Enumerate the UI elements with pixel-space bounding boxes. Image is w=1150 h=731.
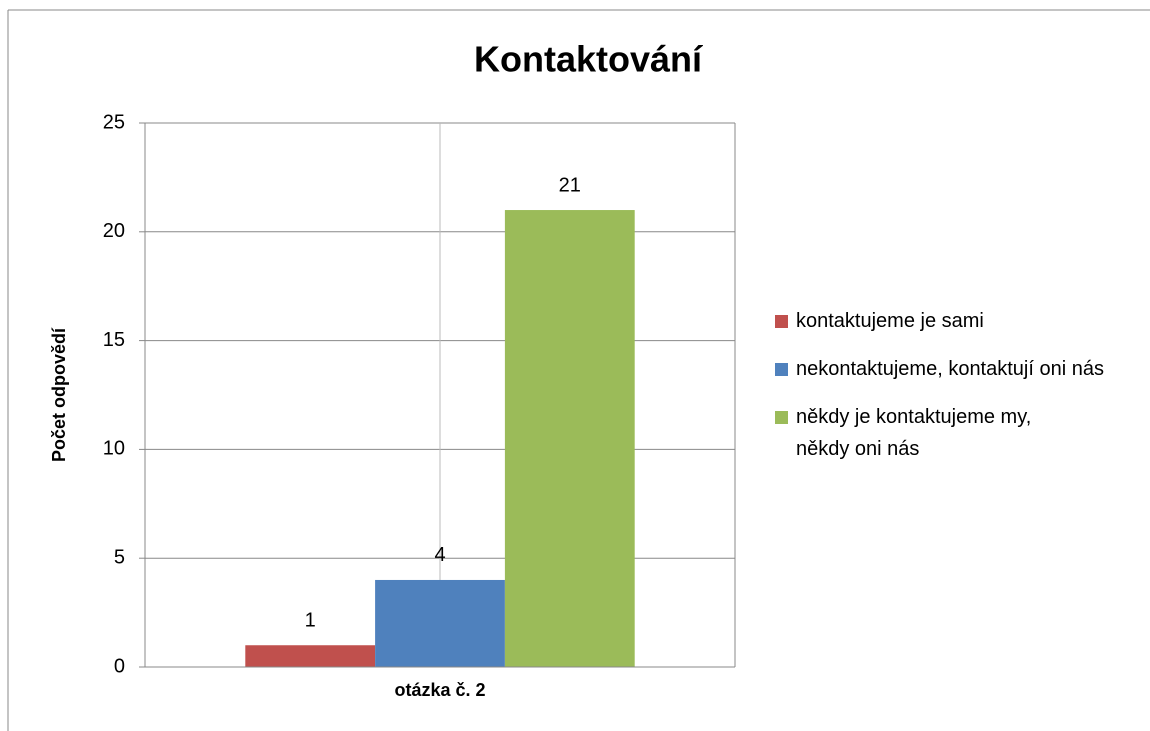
bar [375,579,505,667]
bar [504,210,635,668]
x-tick-label: otázka č. 2 [394,680,485,700]
legend-label: nekontaktujeme, kontaktují oni nás [796,358,1104,380]
data-label: 21 [559,174,581,196]
legend-swatch [775,363,788,376]
legend-item: někdy je kontaktujeme my, někdy oni nás [775,401,1125,465]
y-tick-label: 0 [114,655,125,677]
legend-swatch [775,411,788,424]
y-tick-label: 20 [103,220,125,242]
data-label: 1 [305,610,316,632]
bar [245,645,376,667]
chart-title: Kontaktování [474,39,703,80]
y-tick-label: 10 [103,438,125,460]
y-axis-label: Počet odpovědí [49,327,69,462]
legend-label: kontaktujeme je sami [796,310,984,332]
y-tick-label: 15 [103,329,125,351]
legend-swatch [775,315,788,328]
legend: kontaktujeme je sami nekontaktujeme, kont… [775,305,1125,481]
legend-item: kontaktujeme je sami [775,305,1125,337]
legend-label: někdy je kontaktujeme my, někdy oni nás [796,406,1032,460]
y-tick-label: 5 [114,546,125,568]
y-tick-label: 25 [103,111,125,133]
data-label: 4 [434,544,445,566]
legend-item: nekontaktujeme, kontaktují oni nás [775,353,1125,385]
